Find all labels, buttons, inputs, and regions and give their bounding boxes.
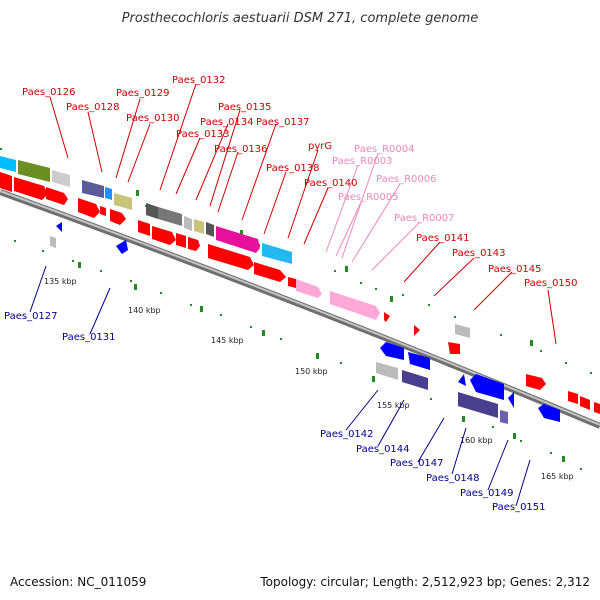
rna-leaders <box>325 152 421 271</box>
gene-label: Paes_0129 <box>116 88 170 99</box>
forward-genes-inner <box>0 172 600 414</box>
scale-label: 155 kbp <box>377 401 410 410</box>
reverse-genes <box>50 222 560 424</box>
gene-label: Paes_0151 <box>492 502 546 513</box>
reverse-leaders <box>29 265 531 507</box>
gene-label: Paes_R0007 <box>394 213 454 224</box>
gene-label: Paes_0128 <box>66 102 120 113</box>
genome-backbone <box>0 189 600 429</box>
gene-label: Paes_0133 <box>176 129 230 140</box>
gene-label: Paes_0147 <box>390 458 444 469</box>
scale-label: 145 kbp <box>211 336 244 345</box>
gene-label: Paes_R0005 <box>338 192 398 203</box>
gene-label: Paes_0144 <box>356 444 410 455</box>
inner-ruler-dots <box>14 240 582 470</box>
tick-guides <box>0 148 592 470</box>
forward-label-group: Paes_0126 Paes_0128 Paes_0129 Paes_0130 … <box>22 75 578 289</box>
rna-label-group: Paes_R0004 Paes_R0003 Paes_R0006 Paes_R0… <box>332 144 454 224</box>
gene-label: Paes_0145 <box>488 264 542 275</box>
gene-label: Paes_0130 <box>126 113 180 124</box>
gene-label: Paes_0127 <box>4 311 58 322</box>
gene-label: Paes_0149 <box>460 488 514 499</box>
major-ticks <box>78 190 565 462</box>
scale-label: 150 kbp <box>295 367 328 376</box>
gene-label: Paes_R0003 <box>332 156 392 167</box>
gene-label: Paes_0135 <box>218 102 272 113</box>
gene-label: Paes_0126 <box>22 87 76 98</box>
genome-summary-text: Topology: circular; Length: 2,512,923 bp… <box>259 575 590 589</box>
gene-label: Paes_0142 <box>320 429 374 440</box>
gene-label: Paes_0132 <box>172 75 226 86</box>
gene-label: Paes_0136 <box>214 144 268 155</box>
scale-label: 140 kbp <box>128 306 161 315</box>
reverse-label-group: Paes_0127 Paes_0131 Paes_0142 Paes_0144 … <box>4 311 546 513</box>
gene-label: Paes_0148 <box>426 473 480 484</box>
gene-label: Paes_R0006 <box>376 174 436 185</box>
accession-text: Accession: NC_011059 <box>10 575 146 589</box>
gene-label: Paes_0150 <box>524 278 578 289</box>
gene-label: Paes_0137 <box>256 117 310 128</box>
map-title: Prosthecochloris aestuarii DSM 271, comp… <box>122 11 479 26</box>
gene-label: Paes_0141 <box>416 233 470 244</box>
scale-label: 165 kbp <box>541 472 574 481</box>
gene-label: Paes_0140 <box>304 178 358 189</box>
gene-label: Paes_0134 <box>200 117 254 128</box>
scale-label: 160 kbp <box>460 436 493 445</box>
scale-labels: 135 kbp 140 kbp 145 kbp 150 kbp 155 kbp … <box>44 277 574 481</box>
scale-label: 135 kbp <box>44 277 77 286</box>
gene-label: Paes_0131 <box>62 332 116 343</box>
forward-leaders <box>49 83 557 345</box>
gene-label: Paes_R0004 <box>354 144 414 155</box>
forward-genes-outer <box>0 156 380 320</box>
gene-label: pyrG <box>308 141 332 152</box>
gene-label: Paes_0143 <box>452 248 506 259</box>
gene-label: Paes_0138 <box>266 163 320 174</box>
